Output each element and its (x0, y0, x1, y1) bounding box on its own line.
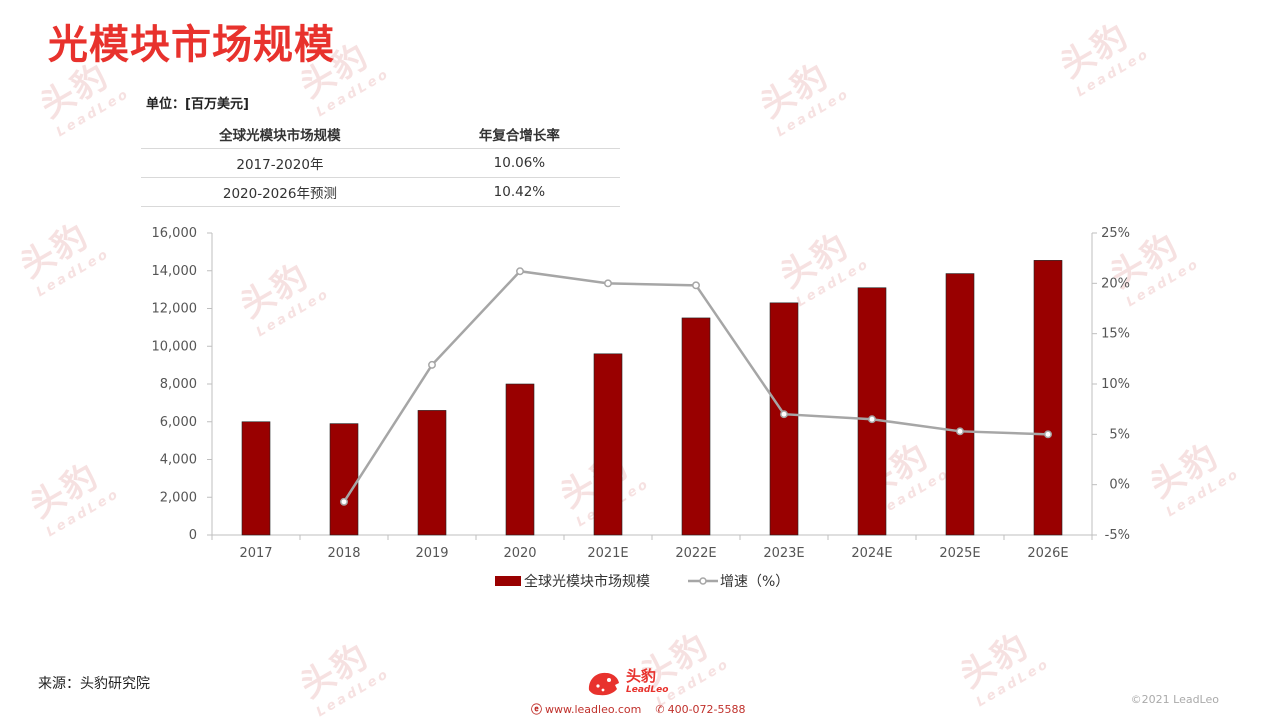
growth-rate-point (692, 281, 700, 290)
y-right-tick-label: 15% (1101, 327, 1130, 342)
y-right-tick-label: 10% (1101, 377, 1130, 392)
y-right-tick-label: 5% (1109, 427, 1130, 442)
bar (945, 273, 975, 536)
growth-rate-point (516, 267, 524, 276)
y-left-tick-label: 16,000 (152, 226, 198, 241)
x-tick-label: 2017 (239, 546, 272, 561)
x-tick-label: 2024E (851, 546, 892, 561)
cagr-table: 全球光模块市场规模 年复合增长率 2017-2020年 10.06% 2020-… (141, 119, 620, 207)
growth-rate-point (340, 497, 348, 506)
y-left-tick-label: 14,000 (152, 264, 198, 279)
table-row: 2020-2026年预测 10.42% (141, 177, 620, 207)
bar (857, 287, 887, 536)
page-title: 光模块市场规模 (48, 22, 335, 68)
x-tick-label: 2021E (587, 546, 628, 561)
table-cell: 10.42% (418, 177, 620, 207)
y-left-tick-label: 12,000 (152, 302, 198, 317)
y-right-tick-label: -5% (1105, 528, 1130, 543)
copyright: ©2021 LeadLeo (1130, 693, 1219, 706)
growth-rate-point (780, 410, 788, 419)
x-tick-label: 2026E (1027, 546, 1068, 561)
bar (417, 410, 447, 536)
y-left-tick-label: 2,000 (160, 490, 197, 505)
source-note: 来源：头豹研究院 (38, 676, 150, 692)
phone-contact: ✆ 400-072-5588 (655, 703, 745, 716)
table-header-cell: 全球光模块市场规模 (141, 119, 419, 149)
y-left-tick-label: 0 (189, 528, 197, 543)
y-right-tick-label: 25% (1101, 226, 1130, 241)
table-header-row: 全球光模块市场规模 年复合增长率 (141, 119, 620, 149)
table-row: 2017-2020年 10.06% (141, 148, 620, 178)
y-right-tick-label: 20% (1101, 276, 1130, 291)
x-tick-label: 2025E (939, 546, 980, 561)
bar (681, 317, 711, 536)
browser-icon: ⓔ (531, 703, 542, 716)
website-contact[interactable]: ⓔ www.leadleo.com (531, 701, 641, 717)
table-cell: 2017-2020年 (141, 148, 419, 178)
growth-rate-point (868, 415, 876, 424)
x-tick-label: 2018 (327, 546, 360, 561)
y-left-tick-label: 10,000 (152, 339, 198, 354)
x-tick-label: 2022E (675, 546, 716, 561)
x-tick-label: 2020 (503, 546, 536, 561)
legend-bar-label: 全球光模块市场规模 (524, 573, 650, 590)
footer-contacts: ⓔ www.leadleo.com ✆ 400-072-5588 (531, 701, 746, 717)
y-left-tick-label: 4,000 (160, 453, 197, 468)
growth-rate-point (1044, 430, 1052, 439)
x-tick-label: 2019 (415, 546, 448, 561)
legend-line-label: 增速（%） (720, 574, 789, 590)
phone-number: 400-072-5588 (667, 702, 746, 716)
leopard-logo-icon (588, 672, 619, 696)
website-link[interactable]: www.leadleo.com (545, 703, 642, 716)
legend-bar-swatch (495, 576, 521, 586)
bar (1033, 260, 1063, 536)
table-cell: 10.06% (418, 148, 620, 178)
brand-name-en: LeadLeo (626, 685, 669, 695)
unit-label: 单位：[百万美元] (146, 97, 249, 112)
legend-line-marker (699, 577, 707, 585)
footer-logo: 头豹 LeadLeo (586, 668, 668, 698)
y-left-tick-label: 6,000 (160, 415, 197, 430)
growth-rate-point (428, 360, 436, 369)
phone-icon: ✆ (655, 702, 665, 716)
bar (241, 421, 271, 536)
x-tick-label: 2023E (763, 546, 804, 561)
y-left-tick-label: 8,000 (160, 377, 197, 392)
bar (769, 302, 799, 536)
table-cell: 2020-2026年预测 (141, 177, 419, 207)
growth-rate-point (604, 279, 612, 288)
brand-name-cn: 头豹 (626, 667, 657, 685)
bar (505, 383, 535, 536)
y-right-tick-label: 0% (1109, 478, 1130, 493)
bar (329, 423, 359, 536)
bar (593, 353, 623, 536)
brand-name: 头豹 LeadLeo (626, 669, 668, 697)
table-header-cell: 年复合增长率 (418, 119, 620, 149)
growth-rate-point (956, 427, 964, 436)
